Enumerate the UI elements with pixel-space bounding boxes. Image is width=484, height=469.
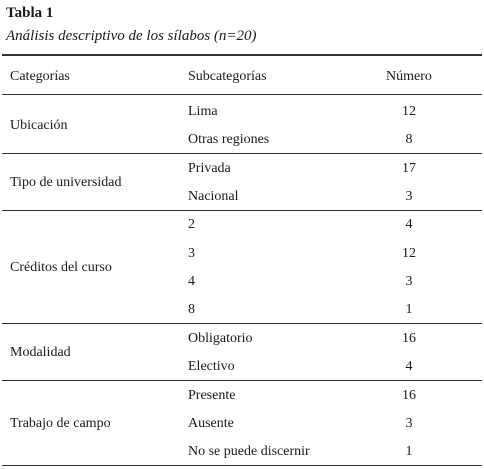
- subcategory-cell: Nacional: [188, 189, 239, 204]
- number-cell: 12: [402, 104, 416, 119]
- table-caption-title: Análisis descriptivo de los sílabos (n=2…: [6, 28, 257, 44]
- subcategory-cell: No se puede discernir: [188, 444, 310, 459]
- group-rule: [2, 323, 482, 324]
- number-cell: 3: [405, 416, 413, 431]
- subcategory-cell: 4: [188, 274, 195, 289]
- subcategory-cell: 2: [188, 217, 195, 232]
- header-category: Categorías: [10, 69, 70, 84]
- table-caption-label: Tabla 1: [6, 5, 54, 21]
- number-cell: 1: [405, 302, 413, 317]
- number-cell: 3: [405, 274, 413, 289]
- subcategory-cell: Otras regiones: [188, 132, 270, 147]
- subcategory-cell: Electivo: [188, 359, 235, 374]
- group-rule: [2, 210, 482, 211]
- category-tipo-universidad: Tipo de universidad: [10, 175, 122, 190]
- category-trabajo-campo: Trabajo de campo: [10, 416, 111, 431]
- number-cell: 4: [405, 359, 413, 374]
- subcategory-cell: Obligatorio: [188, 331, 253, 346]
- subcategory-cell: Lima: [188, 104, 218, 119]
- group-rule: [2, 380, 482, 381]
- category-modalidad: Modalidad: [10, 345, 71, 360]
- header-rule: [2, 94, 482, 95]
- subcategory-cell: 3: [188, 246, 195, 261]
- subcategory-cell: 8: [188, 302, 195, 317]
- number-cell: 16: [402, 331, 416, 346]
- number-cell: 12: [402, 246, 416, 261]
- table-bottom-rule: [2, 465, 482, 466]
- group-rule: [2, 153, 482, 154]
- number-cell: 3: [405, 189, 413, 204]
- category-ubicacion: Ubicación: [10, 118, 68, 133]
- number-cell: 16: [402, 388, 416, 403]
- subcategory-cell: Presente: [188, 388, 236, 403]
- number-cell: 17: [402, 161, 416, 176]
- category-creditos-curso: Créditos del curso: [10, 260, 112, 275]
- subcategory-cell: Privada: [188, 161, 231, 176]
- header-subcategory: Subcategorías: [188, 69, 267, 84]
- subcategory-cell: Ausente: [188, 416, 234, 431]
- number-cell: 4: [405, 217, 413, 232]
- number-cell: 8: [405, 132, 413, 147]
- table-top-rule: [2, 54, 482, 56]
- header-number: Número: [386, 69, 432, 84]
- number-cell: 1: [405, 444, 413, 459]
